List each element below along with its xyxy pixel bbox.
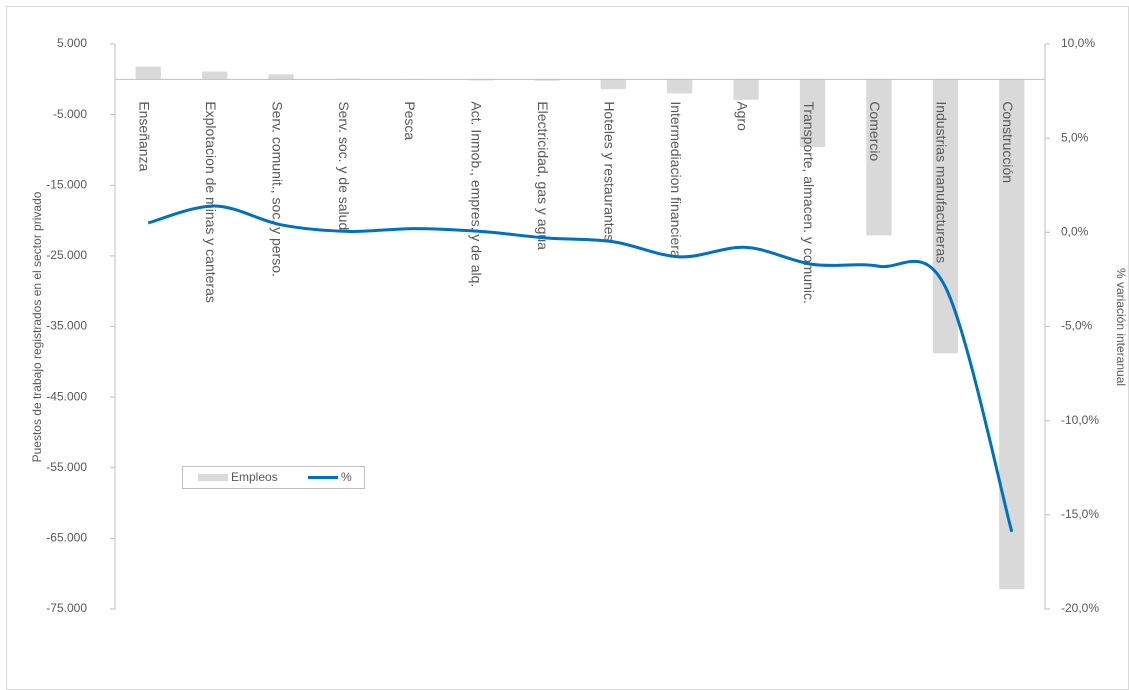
y-tick-label: -45.000: [46, 389, 87, 403]
y-tick-label: -75.000: [46, 601, 87, 615]
y-tick-label: -25.000: [46, 248, 87, 262]
y2-tick-label: -15,0%: [1061, 507, 1099, 521]
legend: Empleos%: [182, 466, 365, 489]
category-label: Serv. comunit., soc. y perso.: [269, 101, 285, 277]
category-label: Construcción: [1000, 101, 1016, 183]
category-label: Comercio: [867, 101, 883, 161]
legend-label: %: [341, 470, 352, 484]
y-axis-title: Puestos de trabajo registrados en el sec…: [30, 191, 44, 462]
chart-border: [6, 6, 1129, 690]
category-label: Serv. soc. y de salud: [336, 101, 352, 230]
bar: [733, 79, 759, 100]
legend-box: [182, 466, 365, 489]
line: [147, 204, 1014, 533]
bar: [600, 79, 626, 90]
category-label: Act. Inmob., empres. y de alq.: [469, 101, 485, 287]
category-label: Explotacion de minas y canteras: [203, 101, 219, 303]
bar: [268, 74, 294, 80]
category-label: Enseñanza: [137, 101, 153, 171]
category-label: Transporte, almacen. y comunic.: [801, 101, 817, 304]
y-tick-label: -35.000: [46, 319, 87, 333]
bar: [799, 79, 826, 148]
bar: [135, 66, 161, 80]
category-label: Electricidad, gas y agua: [535, 101, 551, 250]
category-label: Agro: [734, 101, 750, 131]
bar: [202, 71, 228, 80]
category-label: Hoteles y restaurantes: [602, 101, 618, 241]
bar: [667, 79, 693, 94]
bar: [999, 79, 1025, 590]
y-tick-label: -55.000: [46, 460, 87, 474]
category-label: Industrias manufactureras: [934, 101, 950, 263]
category-label: Intermediacion financiera: [668, 101, 684, 258]
y2-tick-label: -20,0%: [1061, 601, 1099, 615]
y2-tick-label: 10,0%: [1061, 36, 1095, 50]
bar: [866, 79, 892, 236]
y-tick-label: -15.000: [46, 177, 87, 191]
y2-tick-label: -5,0%: [1061, 319, 1093, 333]
y2-tick-label: -10,0%: [1061, 413, 1099, 427]
y2-tick-label: 0,0%: [1061, 225, 1089, 239]
bar: [534, 79, 560, 81]
y-tick-label: -5.000: [53, 107, 87, 121]
legend-swatch: [198, 474, 228, 481]
legend-label: Empleos: [231, 470, 278, 484]
y-tick-label: 5.000: [57, 36, 87, 50]
y2-axis-title: % variación interanual: [1114, 268, 1128, 386]
bar: [467, 79, 493, 81]
category-label: Pesca: [402, 101, 418, 140]
y2-tick-label: 5,0%: [1061, 130, 1089, 144]
y-tick-label: -65.000: [46, 531, 87, 545]
